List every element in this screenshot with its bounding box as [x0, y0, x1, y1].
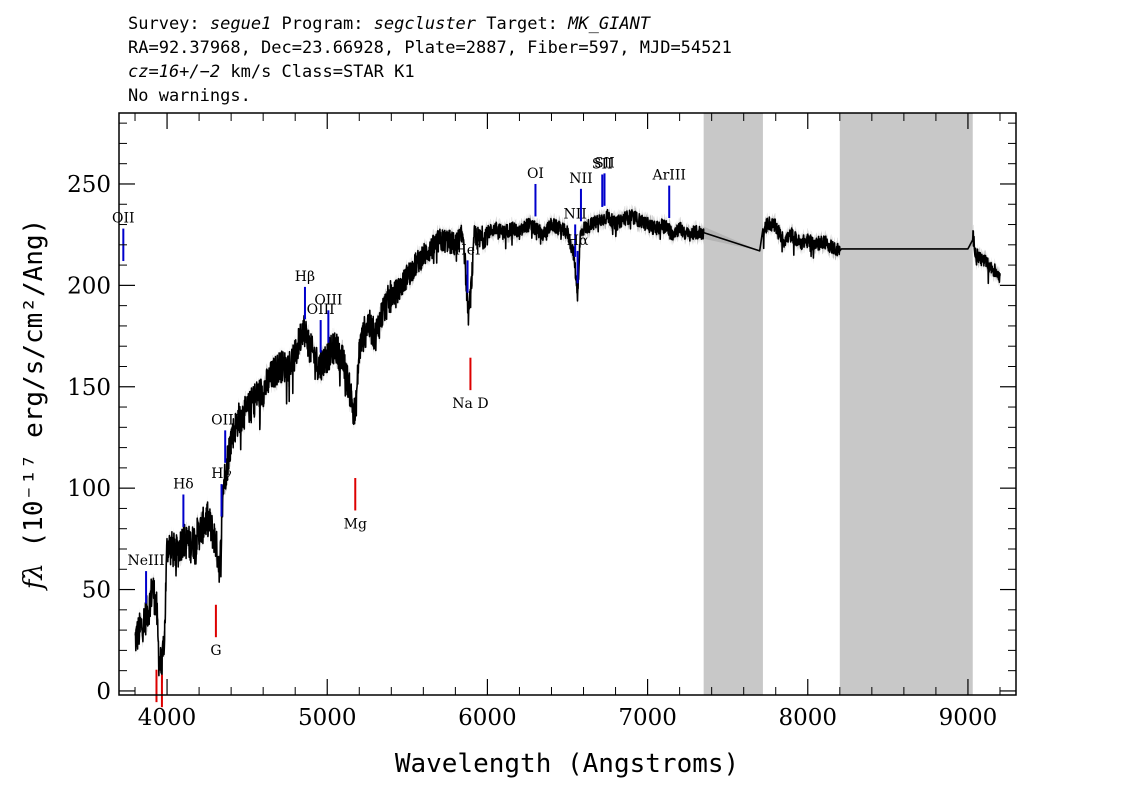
- emission-label-2: Hδ: [173, 476, 194, 492]
- emission-label-5: Hβ: [295, 269, 315, 285]
- header-line-survey: Survey: segue1 Program: segcluster Targe…: [128, 14, 652, 34]
- header-survey-part-4: Target:: [476, 14, 568, 34]
- spectrum-line: [134, 208, 1001, 684]
- emission-label-13: SII: [592, 156, 613, 172]
- emission-label-14: SII: [594, 155, 615, 171]
- header-line-warnings: No warnings.: [128, 86, 251, 106]
- emission-label-3: Hγ: [211, 466, 232, 482]
- y-tick-label-4: 200: [67, 273, 111, 299]
- x-tick-label-4: 8000: [778, 705, 837, 731]
- spectral-line-markers: OIINeIIIHδHγOIIIHβOIIIOIIIHeIOINIIHαNIIS…: [112, 155, 686, 708]
- y-title-units: (10⁻¹⁷ erg/s/cm²/Ang): [19, 219, 49, 563]
- x-tick-label-3: 7000: [618, 705, 677, 731]
- emission-label-0: OII: [112, 211, 135, 227]
- emission-label-7: OIII: [314, 292, 342, 308]
- emission-label-11: Hα: [567, 233, 589, 249]
- absorption-label-3: Mg: [344, 516, 367, 532]
- y-axis-title: fλ (10⁻¹⁷ erg/s/cm²/Ang): [19, 219, 49, 591]
- x-tick-label-5: 9000: [939, 705, 998, 731]
- emission-label-4: OIII: [211, 412, 239, 428]
- header-redshift-part-1: km/s Class=STAR K1: [220, 62, 414, 82]
- header-survey-part-5: MK_GIANT: [567, 14, 652, 34]
- y-tick-label-0: 0: [96, 679, 111, 705]
- spectrum-series: [134, 208, 1001, 684]
- emission-label-15: ArIII: [652, 168, 686, 184]
- y-tick-label-1: 50: [82, 578, 111, 604]
- chart-header: Survey: segue1 Program: segcluster Targe…: [128, 14, 732, 106]
- masked-region-1: [839, 113, 973, 695]
- y-title-symbol: fλ: [19, 563, 49, 591]
- emission-label-12: NII: [569, 171, 592, 187]
- header-survey-part-0: Survey:: [128, 14, 210, 34]
- x-tick-label-0: 4000: [138, 705, 197, 731]
- emission-label-10: NII: [564, 206, 587, 222]
- x-axis-title: Wavelength (Angstroms): [395, 749, 739, 779]
- absorption-label-2: G: [210, 643, 221, 659]
- y-tick-label-3: 150: [67, 375, 111, 401]
- x-tick-label-1: 5000: [298, 705, 357, 731]
- emission-label-9: OI: [527, 166, 544, 182]
- header-redshift-part-0: cz=16+/−2: [128, 62, 220, 82]
- y-tick-label-5: 250: [67, 172, 111, 198]
- header-line-redshift: cz=16+/−2 km/s Class=STAR K1: [128, 62, 415, 82]
- header-survey-part-2: Program:: [271, 14, 373, 34]
- y-tick-label-2: 100: [67, 476, 111, 502]
- plot-frame: [118, 112, 1017, 696]
- masked-region-0: [703, 113, 763, 695]
- emission-label-1: NeIII: [127, 553, 164, 569]
- absorption-label-4: Na D: [452, 396, 488, 412]
- masked-regions: [703, 113, 973, 695]
- header-survey-part-1: segue1: [210, 14, 271, 34]
- header-survey-part-3: segcluster: [374, 14, 477, 34]
- x-tick-label-2: 6000: [458, 705, 517, 731]
- header-line-coordinates: RA=92.37968, Dec=23.66928, Plate=2887, F…: [128, 38, 732, 58]
- emission-label-8: HeI: [455, 242, 481, 258]
- plot-axes: 4000 5000 6000 7000 8000 9000 0 50 100 150 200 250: [67, 112, 1017, 731]
